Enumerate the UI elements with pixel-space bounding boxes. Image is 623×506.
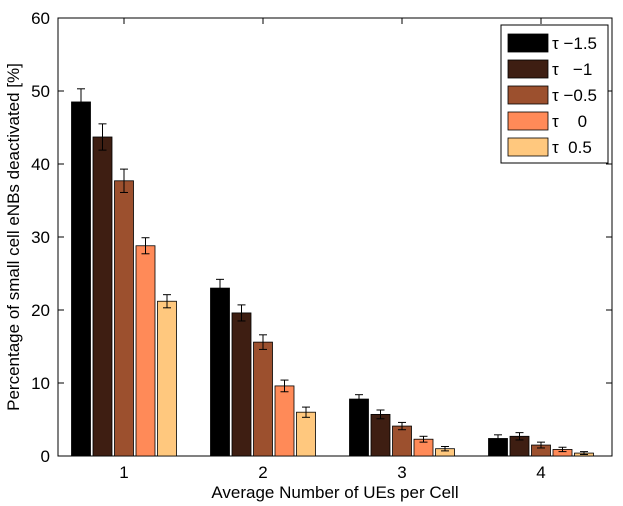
bar — [92, 136, 113, 457]
y-tick-label: 40 — [31, 155, 50, 174]
y-tick-label: 0 — [41, 447, 50, 466]
y-tick-label: 50 — [31, 82, 50, 101]
y-tick-label: 20 — [31, 301, 50, 320]
y-tick-label: 10 — [31, 374, 50, 393]
legend-label: τ −1.5 — [552, 34, 597, 53]
x-tick-label: 4 — [536, 463, 545, 482]
legend-swatch — [507, 85, 549, 105]
legend-swatch — [507, 111, 549, 131]
x-axis-label: Average Number of UEs per Cell — [211, 483, 458, 502]
bar — [114, 180, 134, 457]
bar — [135, 245, 156, 457]
x-tick-label: 3 — [397, 463, 406, 482]
bar — [210, 287, 230, 457]
legend-swatch — [507, 33, 549, 53]
legend-label: τ 0 — [552, 112, 587, 131]
bar — [71, 101, 91, 457]
bar — [253, 341, 273, 457]
y-axis-label: Percentage of small cell eNBs deactivate… — [4, 63, 23, 411]
legend-label: τ −1 — [552, 60, 592, 79]
y-tick-label: 30 — [31, 228, 50, 247]
bar — [349, 398, 369, 457]
legend-label: τ 0.5 — [552, 138, 592, 157]
bar — [392, 425, 412, 457]
legend-label: τ −0.5 — [552, 86, 597, 105]
bar — [296, 411, 316, 457]
x-tick-label: 1 — [119, 463, 128, 482]
legend-swatch — [507, 59, 549, 79]
legend-swatch — [507, 137, 549, 157]
x-tick-label: 2 — [258, 463, 267, 482]
bar — [370, 413, 391, 457]
bar — [231, 312, 252, 457]
y-tick-label: 60 — [31, 9, 50, 28]
bar — [157, 300, 177, 457]
bar — [274, 385, 295, 457]
